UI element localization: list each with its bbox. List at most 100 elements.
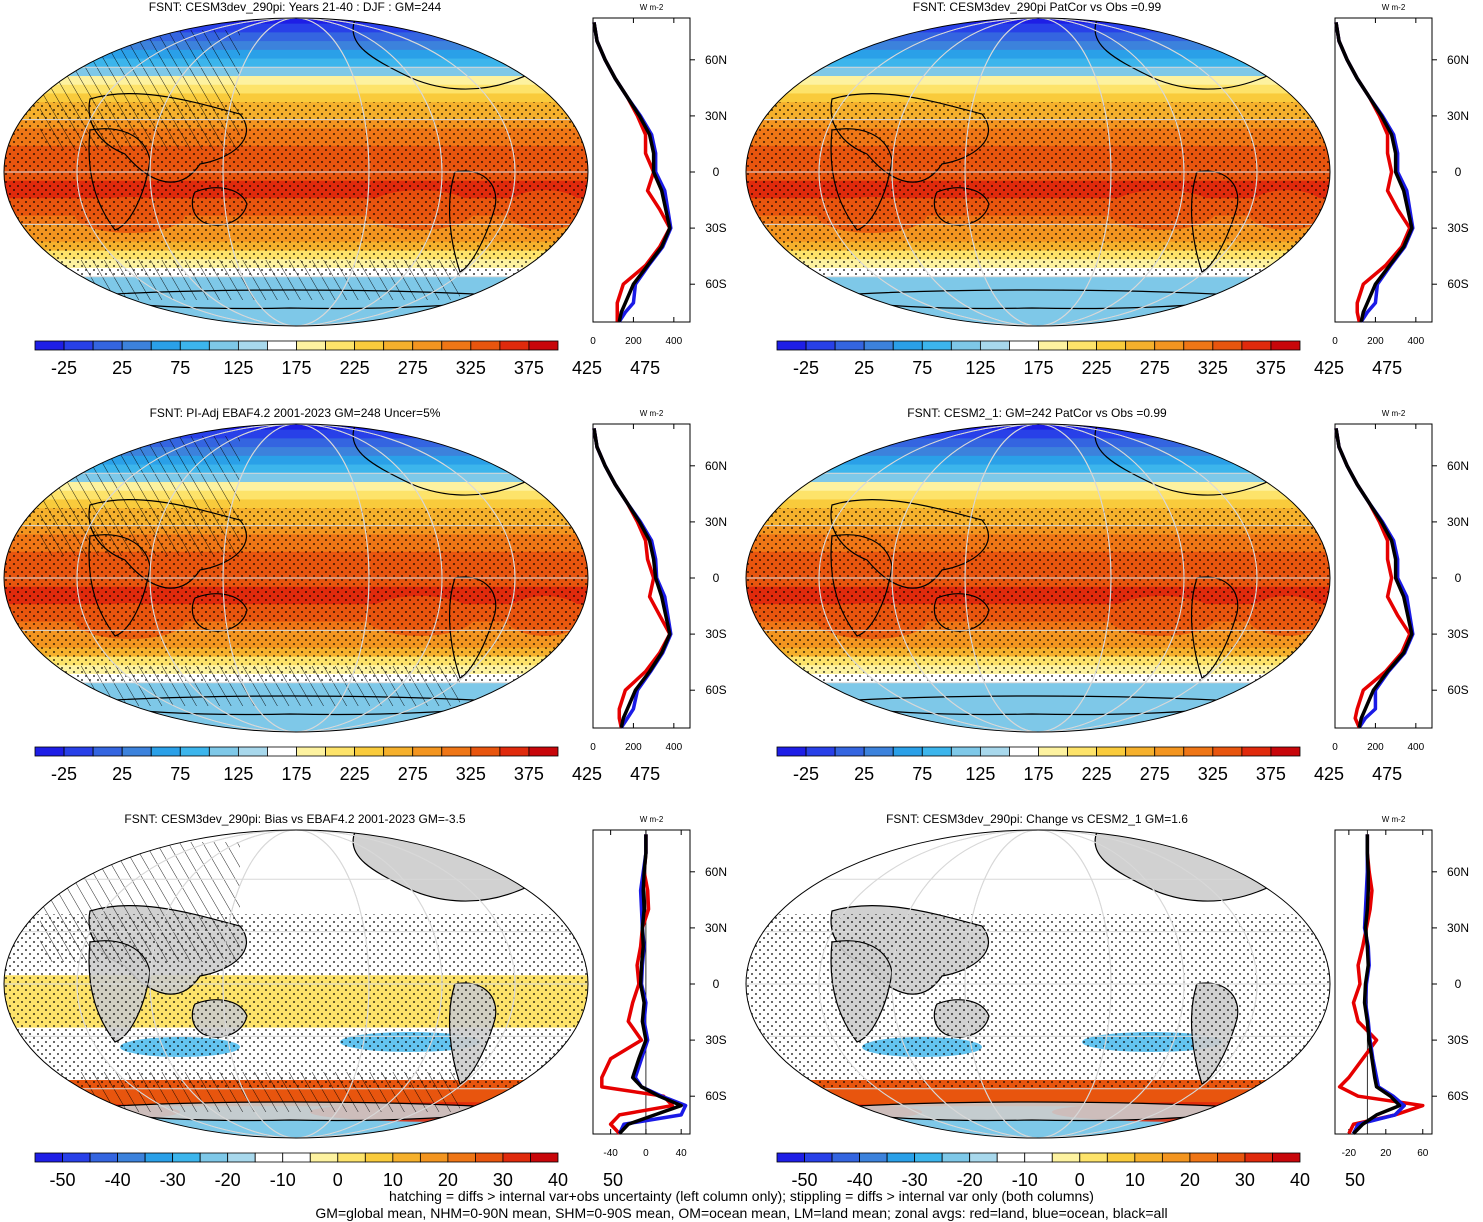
map-band	[4, 896, 588, 907]
map-band	[4, 861, 588, 872]
colorbar-swatch	[1154, 340, 1185, 351]
zonal-series-all	[1352, 834, 1402, 1135]
map-band	[746, 482, 1330, 492]
zonal-ytick-label: 60N	[705, 53, 727, 67]
colorbar-tick-label: -25	[51, 764, 77, 784]
zonal-ytick-label: 60S	[1447, 277, 1468, 291]
zonal-unit-label: W m-2	[640, 815, 664, 824]
colorbar-swatch	[412, 340, 443, 351]
graticule-lon	[964, 424, 1112, 732]
colorbar-swatch	[863, 746, 894, 757]
colorbar-swatch	[892, 746, 923, 757]
zonal-frame	[1334, 829, 1433, 1135]
colorbar-tick-label: 125	[965, 764, 995, 784]
map-band	[4, 455, 588, 466]
colorbar-tick-label: 375	[1256, 764, 1286, 784]
colorbar-tick-label: 125	[223, 358, 253, 378]
hatching	[80, 666, 460, 706]
colorbar-tick-label: -30	[160, 1170, 186, 1190]
colorbar-swatch	[63, 746, 94, 757]
colorbar-swatch	[950, 746, 981, 757]
zonal-xtick-label: 20	[1380, 1148, 1392, 1159]
map-band	[4, 844, 588, 855]
colorbar-swatch	[354, 340, 385, 351]
colorbar-tick-label: 10	[1125, 1170, 1145, 1190]
graticule-lon	[818, 18, 1258, 326]
colorbar-swatch	[1183, 746, 1214, 757]
zonal-xtick-label: 200	[1367, 336, 1384, 347]
zonal-ytick-label: 60N	[705, 865, 727, 879]
colorbar-swatch	[1051, 1152, 1081, 1163]
colorbar-tick-label: 25	[854, 358, 874, 378]
colorbar-tick-label: 25	[112, 358, 132, 378]
colorbar-swatch	[834, 746, 865, 757]
colorbar-tick-label: 475	[1372, 358, 1402, 378]
colorbar-swatch	[805, 746, 836, 757]
graticule-lon	[222, 830, 370, 1138]
graticule-lon	[818, 424, 1258, 732]
colorbar-swatch	[969, 1152, 998, 1163]
zonal-ytick-label: 30S	[1447, 1033, 1468, 1047]
map-band	[746, 93, 1330, 104]
panel-cesm2: FSNT: CESM2_1: GM=242 PatCor vs Obs =0.9…	[742, 406, 1483, 811]
zonal-ytick-label: 60S	[705, 1089, 726, 1103]
colorbar-swatch	[1079, 1152, 1108, 1163]
colorbar-swatch	[337, 1152, 366, 1163]
stippling	[746, 914, 1330, 1089]
global-map: -25 25 75 125 175 225 275 325 375 425 475 W m-2 0 200…	[745, 3, 1469, 378]
map-band	[4, 429, 588, 440]
colorbar-swatch	[150, 746, 181, 757]
zonal-xtick-label: 60	[1417, 1148, 1429, 1159]
map-band	[746, 320, 1330, 326]
zonal-ytick-label: 30S	[705, 1033, 726, 1047]
map-band	[746, 438, 1330, 449]
colorbar-swatch	[89, 1152, 118, 1163]
map-field	[746, 830, 1330, 1138]
map-field	[746, 18, 1330, 326]
zonal-series-land	[600, 834, 675, 1135]
colorbar-swatch	[1272, 1152, 1301, 1163]
colorbar-swatch	[914, 1152, 943, 1163]
panel-obs: FSNT: PI-Adj EBAF4.2 2001-2023 GM=248 Un…	[0, 406, 741, 811]
colorbar-swatch	[1212, 746, 1243, 757]
colorbar-swatch	[921, 746, 952, 757]
colorbar-swatch	[921, 340, 952, 351]
map-band	[746, 23, 1330, 34]
colorbar-swatch	[282, 1152, 311, 1163]
map-band	[4, 482, 588, 492]
colorbar-swatch	[1067, 746, 1098, 757]
map-field	[4, 18, 588, 326]
zonal-series-all	[592, 22, 672, 322]
map-border	[3, 423, 589, 733]
colorbar-tick-label: 125	[223, 764, 253, 784]
colorbar-swatch	[1125, 340, 1156, 351]
zonal-unit-label: W m-2	[640, 409, 664, 418]
map-band	[4, 905, 588, 916]
map-title: FSNT: CESM2_1: GM=242 PatCor vs Obs =0.9…	[907, 406, 1167, 420]
colorbar-swatch	[296, 340, 326, 351]
map-border	[745, 17, 1331, 327]
colorbar-tick-label: -10	[1012, 1170, 1038, 1190]
zonal-ytick-label: 60S	[705, 277, 726, 291]
colorbar-swatch	[941, 1152, 971, 1163]
colorbar-tick-label: 325	[1198, 764, 1228, 784]
colorbar-tick-label: -50	[792, 1170, 818, 1190]
zonal-xtick-label: 200	[625, 742, 642, 753]
colorbar-tick-label: 225	[1082, 358, 1112, 378]
map-band	[4, 490, 588, 501]
footer-note-hatching: hatching = diffs > internal var+obs unce…	[389, 1188, 1094, 1204]
map-band	[746, 32, 1330, 43]
zonal-ytick-label: 30N	[705, 109, 727, 123]
map-band	[4, 726, 588, 732]
colorbar-swatch	[392, 1152, 421, 1163]
colorbar-swatch	[296, 746, 326, 757]
zonal-ytick-label: 30S	[1447, 221, 1468, 235]
zonal-ytick-label: 30N	[705, 515, 727, 529]
graticule-lon	[891, 424, 1185, 732]
map-band	[4, 438, 588, 449]
map-band	[746, 41, 1330, 51]
global-map: -50 -40 -30 -20 -10 0 10 20 30 40 50 W m-2 -40 0 40 60N…	[3, 815, 727, 1190]
colorbar-swatch	[179, 746, 210, 757]
map-band	[746, 499, 1330, 510]
colorbar-swatch	[1009, 340, 1039, 351]
